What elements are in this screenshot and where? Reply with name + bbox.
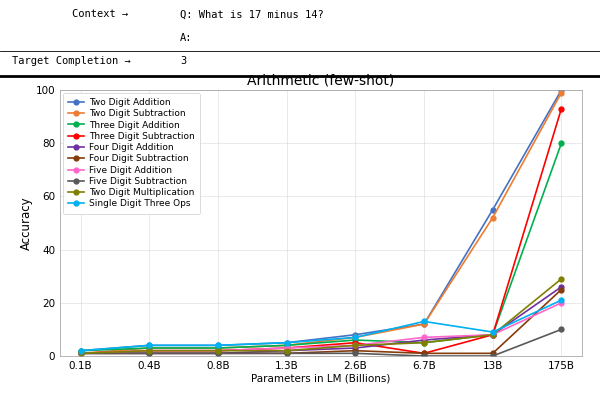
Line: Four Digit Subtraction: Four Digit Subtraction <box>78 287 564 356</box>
Five Digit Addition <box>421 335 428 340</box>
Four Digit Addition <box>489 332 496 337</box>
Text: Context →: Context → <box>72 9 128 19</box>
Three Digit Addition <box>146 346 153 350</box>
Four Digit Subtraction <box>77 351 84 356</box>
Two Digit Subtraction <box>489 215 496 220</box>
Four Digit Subtraction <box>283 351 290 356</box>
Single Digit Three Ops <box>558 298 565 302</box>
Two Digit Multiplication <box>489 332 496 337</box>
Two Digit Addition <box>283 340 290 345</box>
Five Digit Subtraction <box>283 351 290 356</box>
Two Digit Subtraction <box>146 346 153 350</box>
Four Digit Addition <box>421 338 428 342</box>
Five Digit Subtraction <box>489 354 496 358</box>
Two Digit Multiplication <box>352 343 359 348</box>
Line: Five Digit Subtraction: Five Digit Subtraction <box>78 327 564 358</box>
Three Digit Subtraction <box>489 332 496 337</box>
Three Digit Subtraction <box>558 106 565 111</box>
Two Digit Subtraction <box>214 346 221 350</box>
Two Digit Multiplication <box>146 348 153 353</box>
Three Digit Addition <box>489 332 496 337</box>
Three Digit Subtraction <box>283 346 290 350</box>
Five Digit Addition <box>558 300 565 305</box>
Four Digit Addition <box>352 346 359 350</box>
Single Digit Three Ops <box>77 348 84 353</box>
Three Digit Subtraction <box>421 351 428 356</box>
Two Digit Subtraction <box>352 335 359 340</box>
Title: Arithmetic (few-shot): Arithmetic (few-shot) <box>247 74 395 88</box>
Four Digit Addition <box>214 351 221 356</box>
Line: Two Digit Addition: Two Digit Addition <box>78 88 564 353</box>
Line: Single Digit Three Ops: Single Digit Three Ops <box>78 298 564 353</box>
Text: A:: A: <box>180 33 193 43</box>
Line: Two Digit Multiplication: Two Digit Multiplication <box>78 276 564 356</box>
Text: Q: What is 17 minus 14?: Q: What is 17 minus 14? <box>180 9 324 19</box>
Text: Target Completion →: Target Completion → <box>12 56 131 66</box>
Two Digit Multiplication <box>283 348 290 353</box>
Two Digit Addition <box>214 343 221 348</box>
Five Digit Addition <box>77 351 84 356</box>
Two Digit Subtraction <box>558 90 565 95</box>
Y-axis label: Accuracy: Accuracy <box>20 196 33 250</box>
Single Digit Three Ops <box>489 330 496 334</box>
X-axis label: Parameters in LM (Billions): Parameters in LM (Billions) <box>251 374 391 384</box>
Single Digit Three Ops <box>283 340 290 345</box>
Two Digit Multiplication <box>558 276 565 281</box>
Line: Three Digit Addition: Three Digit Addition <box>78 141 564 353</box>
Four Digit Subtraction <box>214 351 221 356</box>
Two Digit Subtraction <box>283 343 290 348</box>
Two Digit Addition <box>146 343 153 348</box>
Three Digit Addition <box>214 346 221 350</box>
Two Digit Multiplication <box>214 348 221 353</box>
Five Digit Subtraction <box>352 351 359 356</box>
Three Digit Addition <box>352 338 359 342</box>
Five Digit Addition <box>283 346 290 350</box>
Line: Four Digit Addition: Four Digit Addition <box>78 284 564 356</box>
Two Digit Addition <box>558 88 565 92</box>
Three Digit Addition <box>283 343 290 348</box>
Single Digit Three Ops <box>352 335 359 340</box>
Five Digit Addition <box>352 343 359 348</box>
Five Digit Addition <box>214 348 221 353</box>
Two Digit Addition <box>352 332 359 337</box>
Line: Two Digit Subtraction: Two Digit Subtraction <box>78 90 564 356</box>
Three Digit Addition <box>421 340 428 345</box>
Single Digit Three Ops <box>214 343 221 348</box>
Two Digit Subtraction <box>421 322 428 326</box>
Four Digit Subtraction <box>558 287 565 292</box>
Two Digit Addition <box>421 322 428 326</box>
Four Digit Subtraction <box>352 348 359 353</box>
Line: Five Digit Addition: Five Digit Addition <box>78 300 564 356</box>
Two Digit Addition <box>77 348 84 353</box>
Four Digit Subtraction <box>146 351 153 356</box>
Two Digit Subtraction <box>77 351 84 356</box>
Four Digit Addition <box>283 348 290 353</box>
Five Digit Subtraction <box>421 354 428 358</box>
Legend: Two Digit Addition, Two Digit Subtraction, Three Digit Addition, Three Digit Sub: Two Digit Addition, Two Digit Subtractio… <box>63 93 200 214</box>
Five Digit Addition <box>146 348 153 353</box>
Three Digit Subtraction <box>77 351 84 356</box>
Three Digit Addition <box>77 348 84 353</box>
Four Digit Addition <box>558 284 565 289</box>
Four Digit Subtraction <box>489 351 496 356</box>
Five Digit Subtraction <box>77 351 84 356</box>
Five Digit Subtraction <box>558 327 565 332</box>
Three Digit Subtraction <box>146 348 153 353</box>
Two Digit Multiplication <box>77 351 84 356</box>
Line: Three Digit Subtraction: Three Digit Subtraction <box>78 106 564 356</box>
Three Digit Addition <box>558 141 565 146</box>
Four Digit Subtraction <box>421 351 428 356</box>
Two Digit Multiplication <box>421 340 428 345</box>
Text: 3: 3 <box>180 56 186 66</box>
Three Digit Subtraction <box>214 348 221 353</box>
Three Digit Subtraction <box>352 340 359 345</box>
Five Digit Subtraction <box>146 351 153 356</box>
Single Digit Three Ops <box>146 343 153 348</box>
Four Digit Addition <box>146 351 153 356</box>
Single Digit Three Ops <box>421 319 428 324</box>
Two Digit Addition <box>489 207 496 212</box>
Four Digit Addition <box>77 351 84 356</box>
Five Digit Addition <box>489 332 496 337</box>
Five Digit Subtraction <box>214 351 221 356</box>
